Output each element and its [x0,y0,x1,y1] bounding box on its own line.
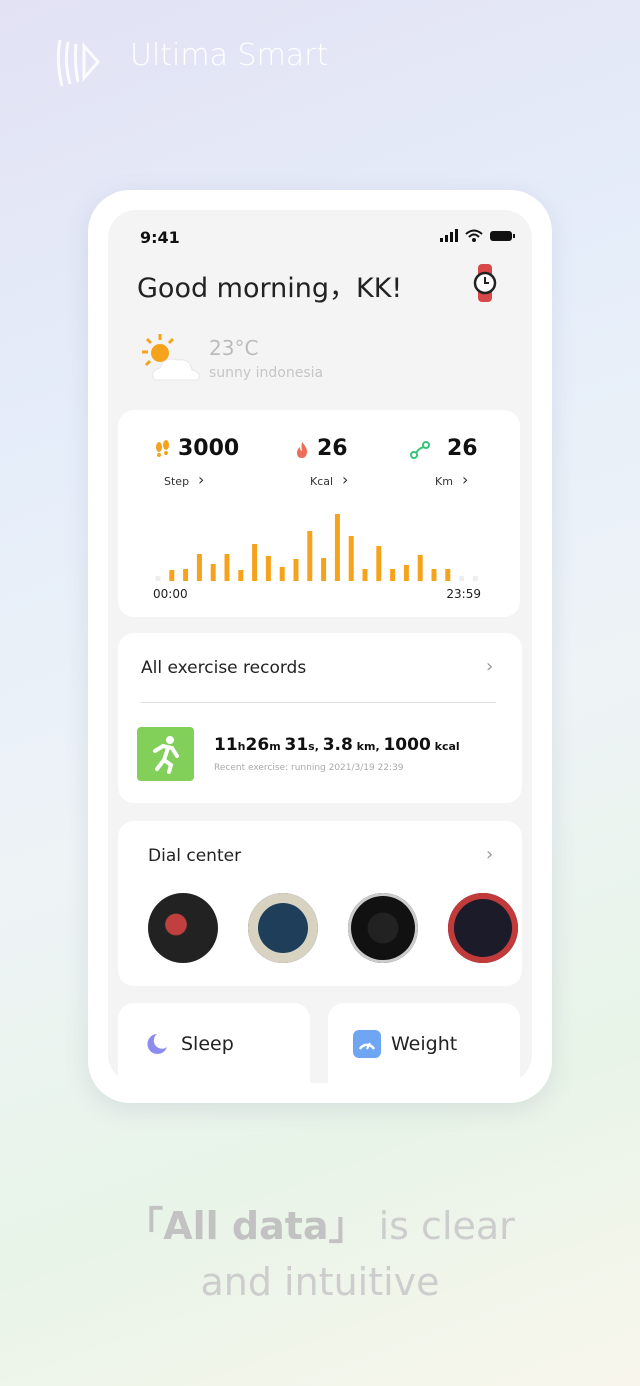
stat-value: 3000 [178,436,240,461]
weight-title: Weight [391,1033,458,1055]
kcal-icon [297,442,308,458]
summary-number: 1000 [383,735,431,755]
weather-icon [142,334,200,381]
weight-card[interactable]: Weight [328,1003,520,1083]
stat-label: Step [164,475,190,488]
summary-unit: kcal [430,740,460,753]
summary-number: 31 [284,735,309,755]
bar [348,536,354,581]
stat-label: Kcal [310,475,334,488]
bar [445,569,451,581]
phone-screen: 9:41 Good morning，KK! 23°C sunny indones… [108,210,532,1083]
dial-face[interactable] [248,893,318,963]
bar [362,569,368,581]
stat-label: Km [435,475,453,488]
status-icons [440,229,515,242]
summary-unit: s, [308,740,323,753]
bar [238,570,244,581]
chevron: › [486,656,494,677]
bar [169,570,175,581]
bar [252,544,258,581]
km-icon [410,441,430,459]
greeting: Good morning，KK! [137,273,403,304]
bar [472,576,478,581]
tagline-bold: 「All data」 [125,1204,367,1248]
weather-desc: sunny indonesia [209,365,324,381]
bar [265,556,271,581]
brand-name: Ultima Smart [130,38,329,73]
dial-face[interactable] [148,893,218,963]
bar [417,555,423,581]
x-start-label: 00:00 [153,587,188,601]
chevron: › [486,844,494,865]
weather-temp: 23°C [209,336,259,360]
tagline: 「All data」 is clear and intuitive [90,1198,550,1310]
sleep-icon [147,1034,167,1054]
bar [334,514,340,581]
watch-icon[interactable] [472,262,498,304]
chevron: › [342,470,349,489]
bar [293,559,299,581]
bar [431,569,437,581]
bar [321,558,327,581]
sleep-card[interactable]: Sleep [118,1003,310,1083]
summary-number: 3.8 [322,735,353,755]
bar [279,567,285,581]
summary-unit: h [237,740,246,753]
summary-unit: m [269,740,285,753]
bar [390,569,396,581]
chevron: › [198,470,205,489]
activity-card[interactable]: 3000 Step › 26 Kcal › 26 Km › 00:00 23:59 [118,410,520,617]
bar [307,531,313,581]
divider [141,702,496,703]
stat-value: 26 [447,436,478,461]
bar [403,565,409,581]
dial-face[interactable] [348,893,418,963]
bar [459,576,465,581]
dial-face[interactable] [448,893,518,963]
bar [224,554,230,581]
chevron: › [462,470,469,489]
bar [210,564,216,581]
step-icon [156,440,169,457]
brand-logo [56,39,100,87]
dial-title: Dial center [148,846,242,866]
weight-icon [353,1030,381,1058]
run-icon [137,727,194,781]
sleep-title: Sleep [181,1033,234,1055]
summary-number: 26 [245,735,270,755]
stat-value: 26 [317,436,348,461]
summary-number: 11 [214,735,238,755]
exercise-recent: Recent exercise: running 2021/3/19 22:39 [214,763,404,773]
bar [183,569,189,581]
exercise-card[interactable]: All exercise records › 11h26m 31s, 3.8 k… [118,633,522,803]
bar [196,554,202,581]
exercise-summary: 11h26m 31s, 3.8 km, 1000 kcal [214,735,460,755]
exercise-title: All exercise records [141,658,307,678]
dial-card[interactable]: Dial center › [118,821,522,986]
summary-unit: km, [352,740,384,753]
bar [155,576,161,581]
tagline-rest: is clear and intuitive [200,1204,515,1304]
bar [376,546,382,581]
status-time: 9:41 [140,228,180,247]
steps-chart: 00:00 23:59 [153,514,481,601]
x-end-label: 23:59 [446,587,481,601]
